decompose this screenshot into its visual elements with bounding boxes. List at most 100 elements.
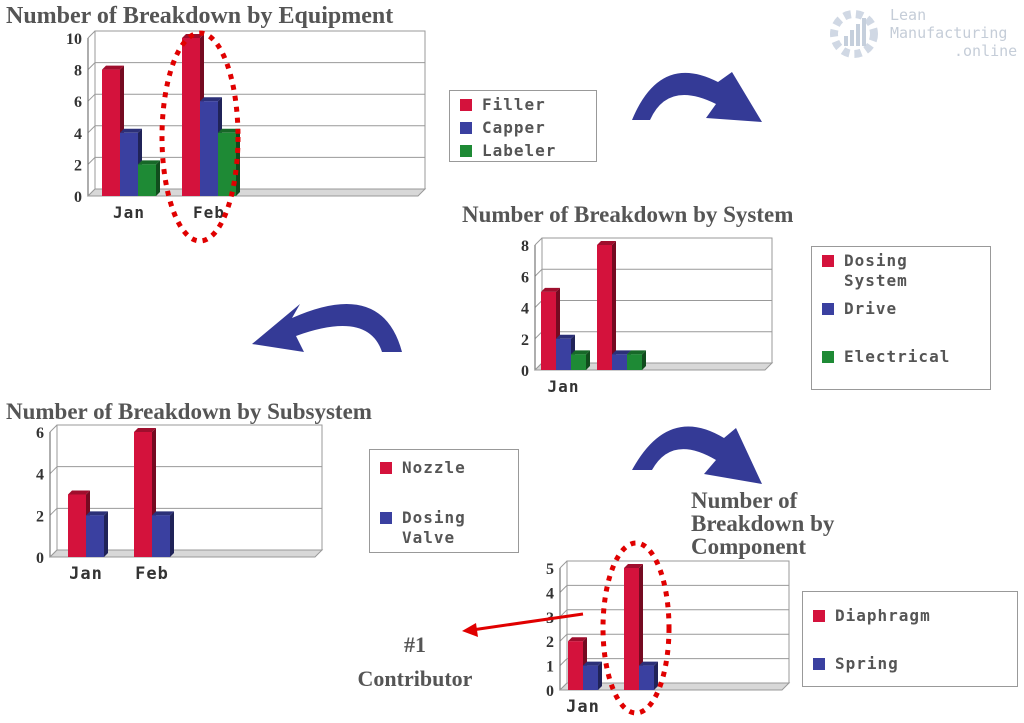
- annotation-rank: #1: [404, 632, 426, 657]
- chart-title-subsystem: Number of Breakdown by Subsystem: [6, 399, 372, 424]
- bar-labeler-feb: [218, 132, 236, 196]
- y-tick-label: 4: [521, 301, 529, 318]
- gridline-depth: [49, 424, 58, 433]
- chart-subsystem: 0 2 4 6 Jan Feb: [36, 424, 324, 584]
- bar-top: [152, 511, 174, 516]
- y-tick-label: 0: [74, 189, 82, 206]
- legend-item-filler: Filler: [460, 95, 546, 115]
- logo: Lean Manufacturing .online: [824, 4, 1024, 64]
- legend-item-dosing-system: Dosing System: [822, 251, 932, 291]
- y-tick-label: 4: [74, 126, 82, 143]
- chart-title-component: Number of Breakdown by Component: [691, 488, 835, 559]
- gear-chart-logo-icon: [830, 10, 878, 58]
- legend-item-diaphragm: Diaphragm: [813, 606, 931, 626]
- bar-dosing-valve-feb: [152, 515, 170, 557]
- bar-electrical-g1: [627, 354, 642, 370]
- bar-dosing-system-jan: [541, 291, 556, 370]
- legend-equipment: Filler Capper Labeler: [449, 90, 597, 162]
- legend-swatch: [822, 303, 834, 315]
- y-tick-label: 3: [546, 610, 554, 627]
- legend-swatch: [460, 145, 472, 157]
- curved-arrow-left-icon: [252, 303, 402, 352]
- bar-top: [612, 350, 631, 355]
- legend-item-electrical: Electrical: [822, 347, 972, 367]
- y-tick-label: 5: [546, 561, 554, 578]
- bar-spring-jan: [583, 665, 598, 690]
- gridline-depth: [49, 507, 58, 516]
- bar-nozzle-jan: [68, 494, 86, 557]
- curved-arrow-right-icon: [632, 426, 762, 484]
- bar-side: [654, 661, 658, 690]
- legend-item-spring: Spring: [813, 654, 899, 674]
- x-category-label: Jan: [113, 203, 145, 222]
- gridline-depth: [559, 585, 568, 593]
- bar-top: [102, 65, 124, 70]
- gridline-depth: [87, 62, 96, 70]
- bar-top: [134, 428, 156, 432]
- gridline-depth: [559, 560, 568, 569]
- bar-top: [583, 661, 602, 666]
- legend-item-labeler: Labeler: [460, 141, 556, 161]
- legend-item-nozzle: Nozzle: [380, 458, 466, 478]
- bar-top: [120, 128, 142, 133]
- y-tick-label: 6: [521, 269, 529, 286]
- y-tick-label: 4: [36, 467, 44, 484]
- legend-swatch: [813, 610, 825, 622]
- bar-electrical-jan: [571, 354, 586, 370]
- y-tick-label: 2: [74, 157, 82, 174]
- plot-floor: [533, 362, 774, 371]
- bar-side: [236, 128, 240, 196]
- gridline-depth: [559, 658, 568, 666]
- logo-line-1: Lean: [890, 6, 927, 24]
- y-tick-label: 4: [546, 585, 554, 602]
- x-category-label: Jan: [548, 377, 580, 396]
- bar-side: [642, 350, 646, 370]
- x-category-label: Feb: [135, 564, 169, 584]
- bar-filler-feb: [182, 38, 200, 196]
- gridline-depth: [534, 237, 543, 246]
- legend-system: Dosing System Drive Electrical: [811, 246, 991, 390]
- plot-floor: [48, 549, 324, 558]
- chart-component: 0 1 2 3 4 5 Jan: [546, 560, 791, 717]
- bar-side: [156, 160, 160, 196]
- bar-filler-jan: [102, 69, 120, 196]
- y-tick-label: 2: [36, 508, 44, 525]
- bar-top: [86, 511, 108, 516]
- gridline-depth: [87, 125, 96, 134]
- y-tick-label: 1: [546, 659, 554, 676]
- legend-swatch: [822, 351, 834, 363]
- chart-equipment: 0 2 4 6 8 10 Jan Feb: [66, 30, 427, 222]
- bar-side: [170, 511, 174, 557]
- gridline-depth: [559, 633, 568, 642]
- bar-drive-g1: [612, 354, 627, 370]
- bar-top: [597, 241, 616, 245]
- y-tick-label: 10: [66, 31, 82, 48]
- bar-side: [598, 661, 602, 690]
- legend-item-dosing-valve: Dosing Valve: [380, 508, 505, 548]
- legend-swatch: [822, 255, 834, 267]
- bar-top: [571, 350, 590, 355]
- legend-subsystem: Nozzle Dosing Valve: [369, 449, 519, 553]
- legend-item-drive: Drive: [822, 299, 897, 319]
- chart-title-equipment: Number of Breakdown by Equipment: [6, 3, 394, 29]
- bar-diaphragm-jan: [568, 641, 583, 690]
- x-category-label: Feb: [193, 203, 225, 222]
- legend-component: Diaphragm Spring: [802, 591, 1018, 687]
- x-category-label: Jan: [69, 564, 103, 584]
- y-tick-label: 0: [36, 550, 44, 567]
- bar-top: [68, 490, 90, 495]
- bar-diaphragm-g1: [624, 568, 639, 690]
- logo-text: Lean Manufacturing .online: [890, 6, 1017, 60]
- legend-swatch: [460, 122, 472, 134]
- chart-title-system: Number of Breakdown by System: [462, 202, 794, 227]
- legend-swatch: [460, 99, 472, 111]
- bar-top: [627, 350, 646, 355]
- gridline-depth: [534, 300, 543, 308]
- gridline-depth: [87, 30, 96, 39]
- chart-system: 0 2 4 6 8 Jan: [521, 237, 774, 396]
- legend-swatch: [380, 512, 392, 524]
- legend-swatch: [380, 462, 392, 474]
- annotation-label: Contributor: [357, 666, 473, 691]
- bar-dosing-valve-jan: [86, 515, 104, 557]
- gridline-depth: [559, 609, 568, 618]
